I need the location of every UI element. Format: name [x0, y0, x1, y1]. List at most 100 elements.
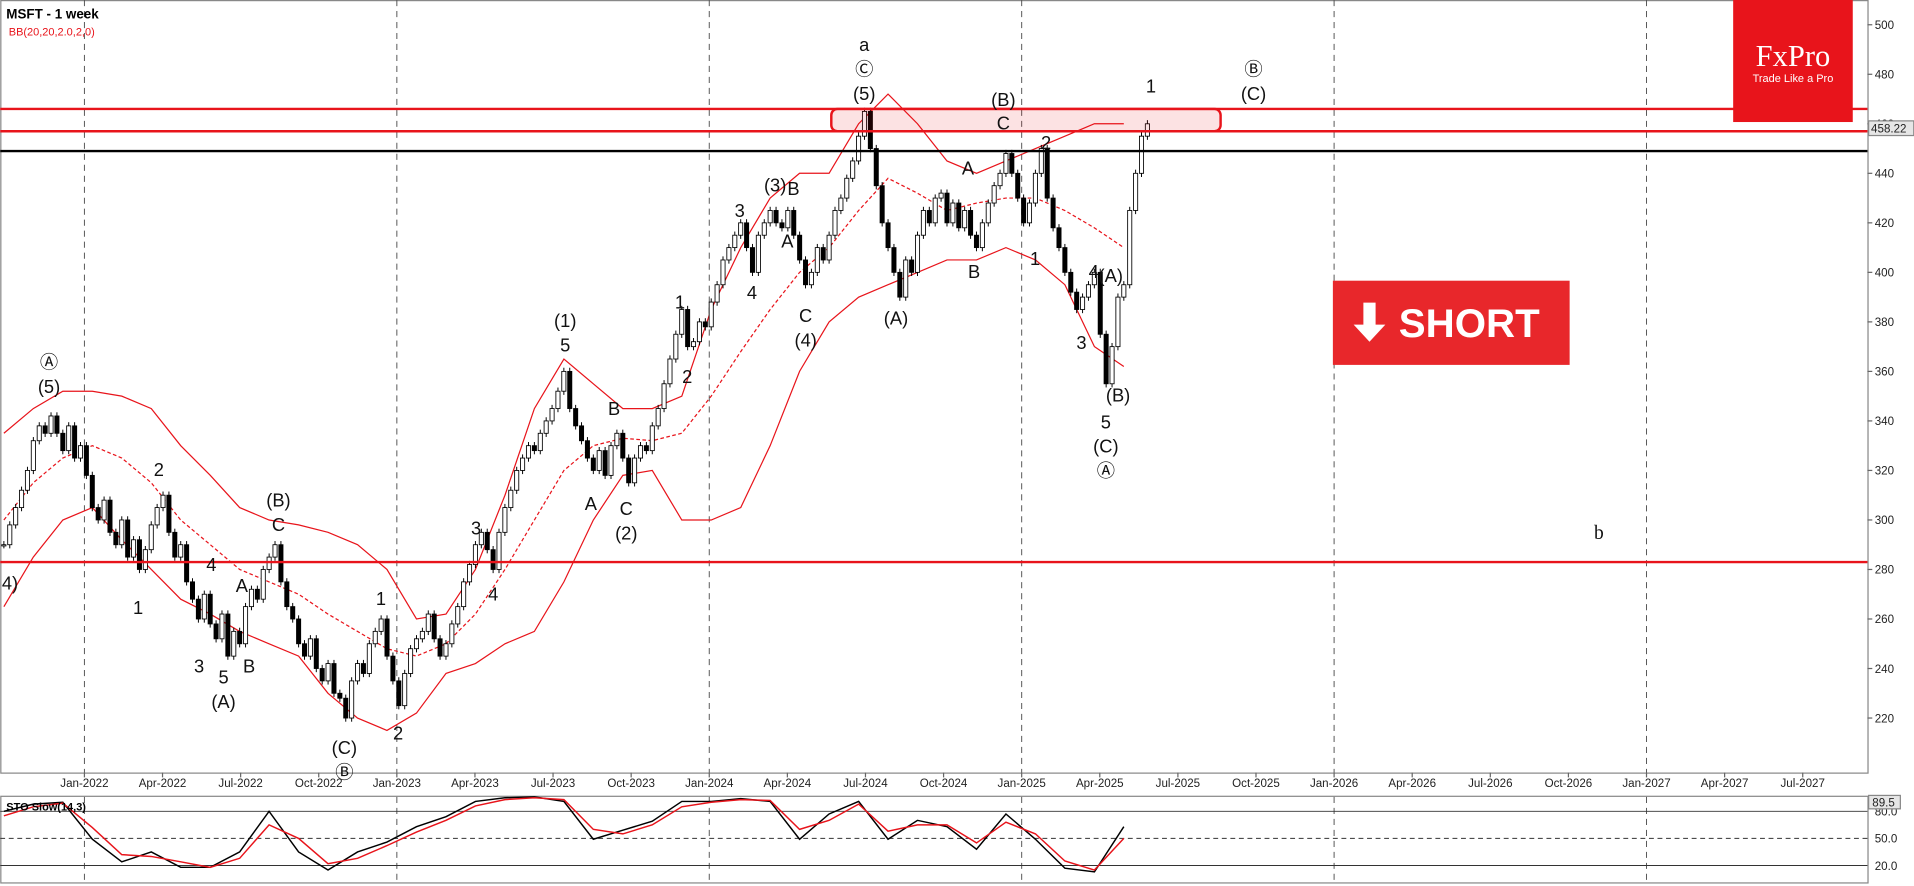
candle-body	[738, 222, 744, 236]
axes: Jan-2022 Apr-2022 Jul-2022 Oct-2022 Jan-2023…	[60, 20, 1914, 790]
candle-body	[472, 544, 478, 565]
candle-body	[125, 519, 131, 558]
wave-label: (A)	[1099, 265, 1123, 286]
candle-body	[584, 440, 590, 459]
wave-label: (B)	[1106, 384, 1130, 405]
candle-body	[231, 630, 237, 657]
candle-body	[396, 680, 402, 707]
candle-body	[962, 210, 968, 229]
wave-label: 2	[393, 723, 403, 744]
stoch-last-label: 89.5	[1872, 797, 1895, 809]
candle-body	[66, 425, 72, 452]
candle-body	[997, 172, 1003, 187]
candle-body	[744, 222, 750, 249]
x-tick-label: Jul-2023	[531, 778, 575, 790]
candle-body	[254, 588, 260, 600]
candle-body	[349, 680, 355, 719]
levels	[0, 107, 1868, 564]
wave-label: 1	[1030, 248, 1040, 269]
wave-label: 1	[376, 588, 386, 609]
candle-body	[685, 309, 691, 348]
candle-body	[1103, 333, 1109, 385]
candle-body	[632, 457, 638, 484]
candle-body	[372, 630, 378, 645]
candle-body	[319, 668, 325, 682]
candle-body	[467, 564, 473, 583]
x-tick-label: Jul-2027	[1781, 778, 1825, 790]
band-middle	[3, 177, 1125, 657]
candle-body	[366, 643, 372, 674]
candle-body	[979, 222, 985, 249]
wave-label: (4)	[794, 330, 816, 351]
candle-body	[567, 370, 573, 409]
candle-body	[850, 160, 856, 179]
candle-body	[679, 309, 685, 335]
wave-label: (3)	[764, 175, 786, 196]
candle-body	[455, 606, 461, 625]
candle-body	[1044, 148, 1050, 199]
y-tick-label: 220	[1875, 713, 1894, 725]
candle-body	[856, 135, 862, 162]
last-price-label: 458.22	[1871, 123, 1906, 135]
x-tick-label: Jan-2027	[1622, 778, 1670, 790]
candle-body	[773, 210, 779, 224]
candle-body	[355, 663, 361, 682]
candle-body	[844, 177, 850, 199]
candle-body	[897, 271, 903, 298]
candle-body	[667, 358, 673, 385]
wave-label: (B)	[266, 489, 290, 510]
stoch-pane-frame	[0, 795, 1869, 884]
candle-body	[1109, 346, 1115, 385]
wave-label: A	[236, 575, 249, 596]
candle-body	[24, 470, 30, 491]
candle-body	[1133, 172, 1139, 211]
x-tick-label: Apr-2025	[1076, 778, 1124, 790]
candle-body	[791, 210, 797, 236]
candle-body	[1139, 135, 1145, 174]
candle-body	[243, 606, 249, 645]
candle-body	[195, 598, 201, 620]
candle-body	[201, 593, 207, 620]
candle-body	[260, 569, 266, 600]
wave-label: (2)	[615, 522, 637, 543]
wave-label: 4	[206, 554, 216, 575]
candle-body	[402, 673, 408, 707]
candle-body	[1021, 197, 1027, 224]
candle-body	[325, 663, 331, 682]
wave-label: b	[1594, 523, 1604, 544]
candle-body	[484, 531, 490, 551]
candle-body	[425, 613, 431, 632]
wave-label: C	[272, 514, 285, 535]
candle-body	[1027, 202, 1033, 224]
candle-body	[909, 259, 915, 273]
candle-body	[119, 519, 125, 546]
candle-body	[915, 234, 921, 273]
logo-brand: FxPro	[1756, 39, 1831, 73]
candle-body	[101, 499, 107, 521]
wave-label: B	[968, 261, 980, 282]
candle-body	[390, 655, 396, 682]
candle-body	[331, 663, 337, 694]
candle-body	[166, 494, 172, 533]
candles	[1, 107, 1150, 722]
y-tick-label: 260	[1875, 614, 1894, 626]
candle-body	[502, 507, 508, 533]
wave-label: A	[585, 493, 598, 514]
wave-label: 4	[747, 282, 757, 303]
candle-body	[891, 247, 897, 273]
wave-label: B	[608, 398, 620, 419]
candle-body	[555, 390, 561, 409]
candle-body	[248, 588, 254, 608]
candle-body	[443, 643, 449, 657]
candle-body	[885, 222, 891, 249]
candle-body	[213, 623, 219, 640]
x-tick-label: Jan-2026	[1310, 778, 1358, 790]
candle-body	[579, 425, 585, 442]
y-tick-label: 240	[1875, 664, 1894, 676]
candle-body	[337, 692, 343, 699]
wave-label: Ⓐ	[40, 352, 58, 373]
resistance-zone	[830, 107, 1222, 133]
logo: FxPro Trade Like a Pro	[1733, 0, 1853, 123]
y-tick-label: 360	[1875, 367, 1894, 379]
